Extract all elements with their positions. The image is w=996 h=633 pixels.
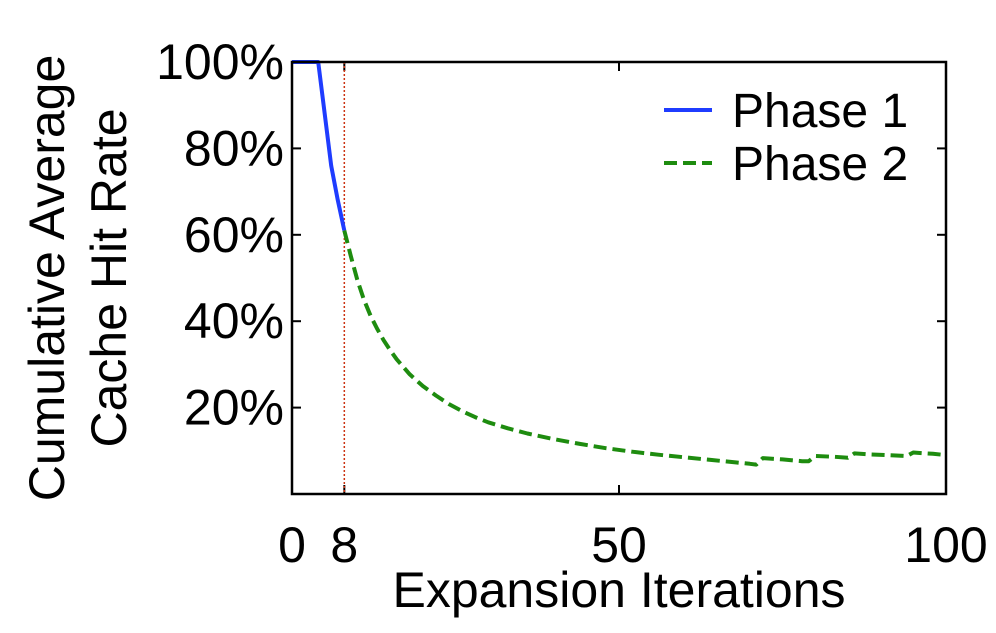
y-axis-title-line-2: Cache Hit Rate bbox=[81, 108, 137, 447]
y-tick-label: 100% bbox=[156, 34, 284, 90]
series-line-phase-1 bbox=[292, 60, 347, 231]
x-tick-labels: 0 8 50 100 bbox=[278, 517, 988, 573]
x-tick-label: 50 bbox=[591, 517, 647, 573]
series-line-phase-2 bbox=[342, 230, 947, 467]
y-tick-label: 40% bbox=[184, 293, 284, 349]
x-tick-label: 100 bbox=[904, 517, 987, 573]
y-tick-label: 80% bbox=[184, 120, 284, 176]
legend: Phase 1 Phase 2 bbox=[664, 85, 908, 191]
x-tick-label: 0 bbox=[278, 517, 306, 573]
y-tick-label: 20% bbox=[184, 380, 284, 436]
x-tick-label: 8 bbox=[330, 517, 358, 573]
legend-label-phase-1: Phase 1 bbox=[732, 85, 908, 138]
plot-area-frame bbox=[290, 60, 948, 496]
y-axis-title-line-1: Cumulative Average bbox=[19, 55, 75, 502]
x-axis-title: Expansion Iterations bbox=[392, 562, 845, 618]
y-tick-label: 60% bbox=[184, 207, 284, 263]
y-tick-labels: 20% 40% 60% 80% 100% bbox=[156, 34, 284, 436]
legend-label-phase-2: Phase 2 bbox=[732, 138, 908, 191]
